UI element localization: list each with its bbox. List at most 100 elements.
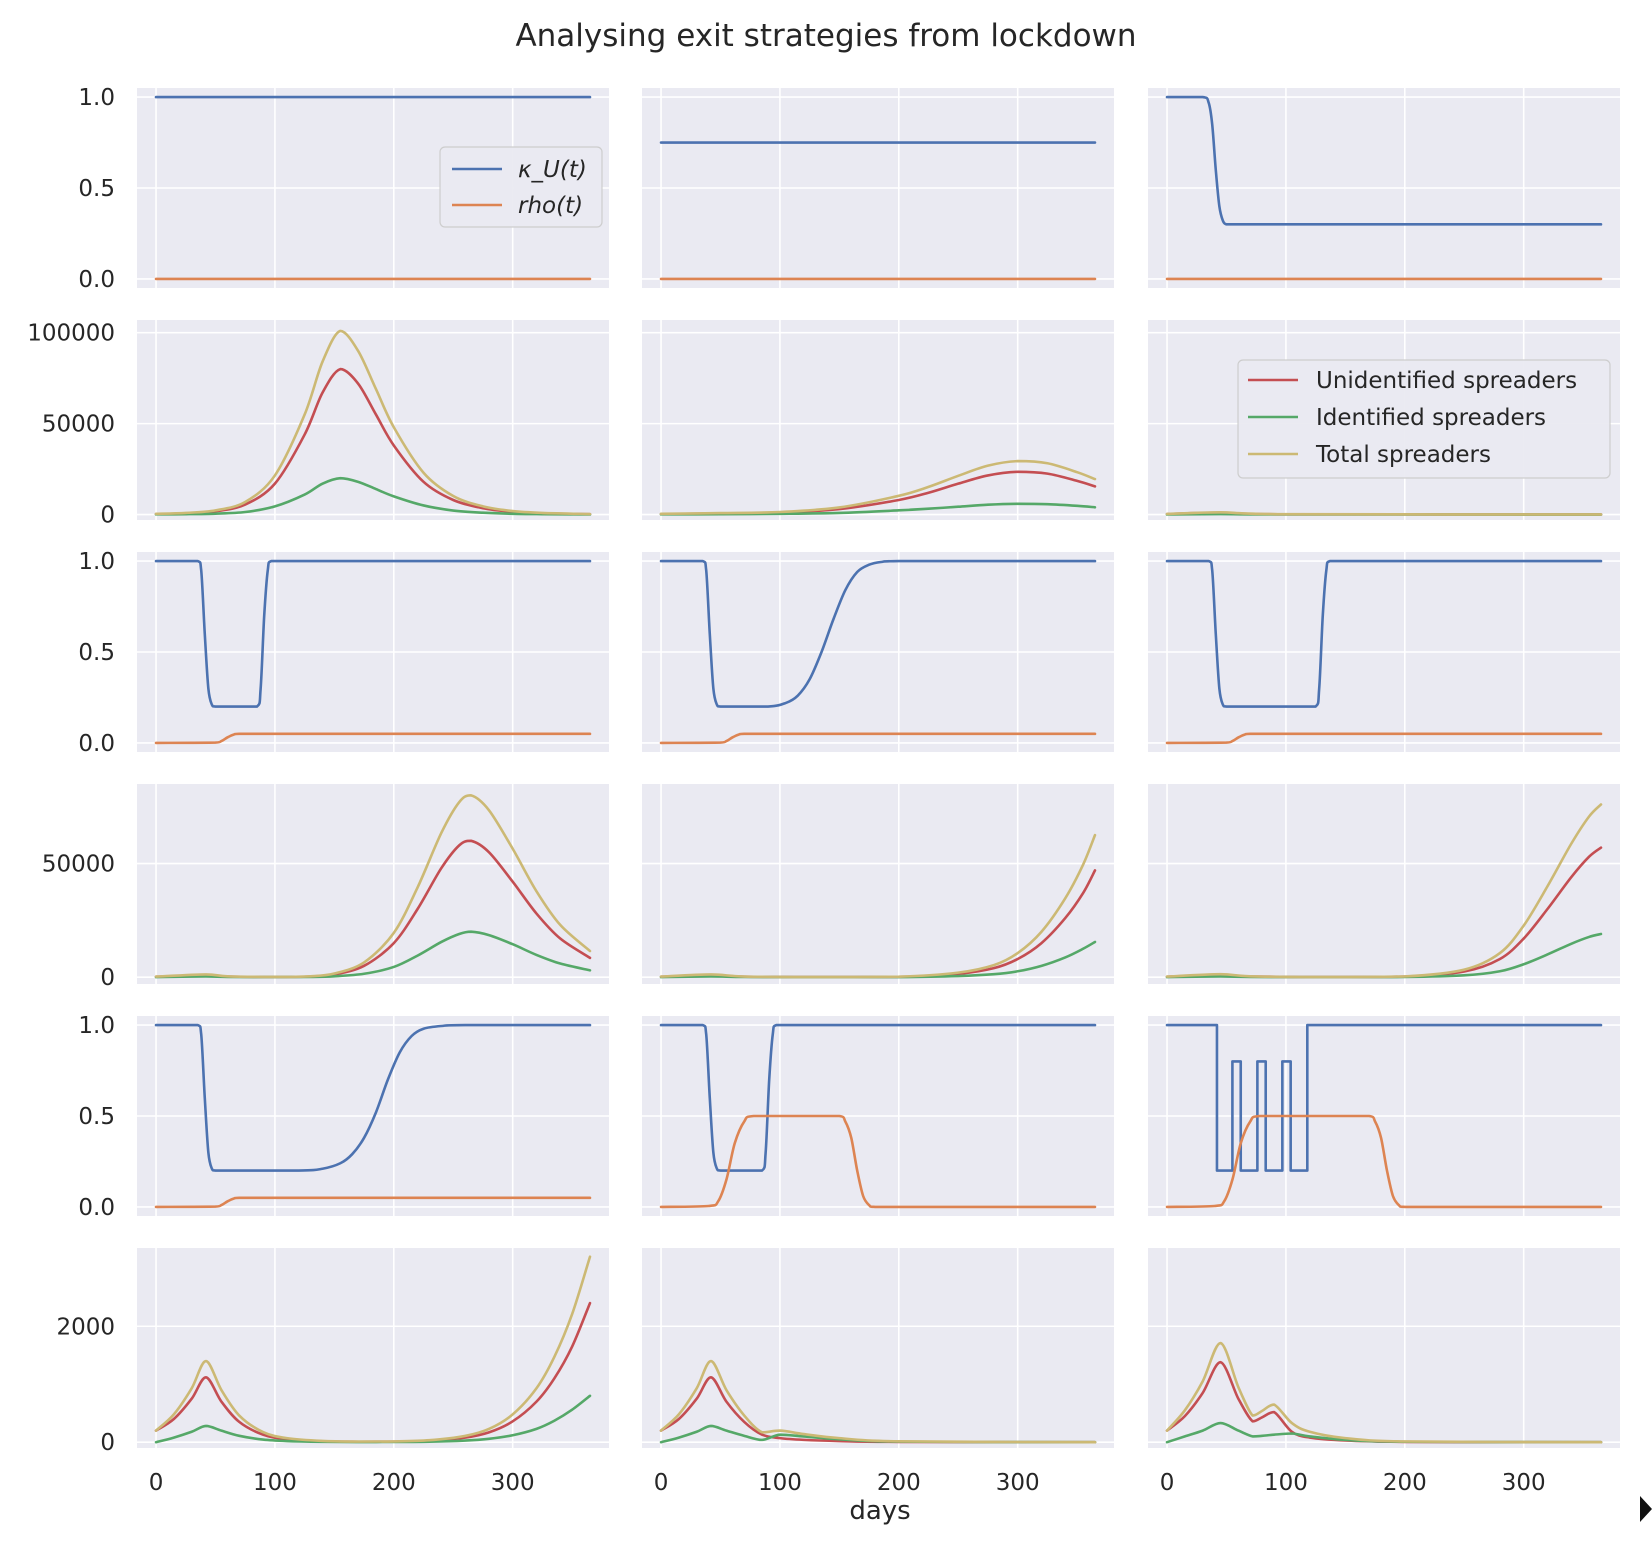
panel-background [137, 784, 609, 984]
series-line-kappa [1165, 559, 1603, 708]
x-tick-label: 300 [1502, 1470, 1546, 1496]
series-group [1165, 95, 1603, 281]
panel-r6-c2: 0 100 200 300 [642, 1248, 1114, 1496]
panel-background [137, 1248, 609, 1448]
series-group [1165, 559, 1603, 745]
legend-box [1237, 359, 1611, 479]
y-tick-label: 0.5 [78, 176, 115, 202]
x-tick-label: 300 [491, 1470, 535, 1496]
series-line-rho [154, 732, 592, 745]
series-line-rho [1165, 732, 1603, 745]
y-tick-label: 50000 [42, 852, 115, 878]
x-tick-label: 100 [1264, 1470, 1308, 1496]
legend-spreaders: Unidentified spreaders Identified spreade… [1237, 359, 1611, 479]
series-group [659, 833, 1097, 979]
x-axis-label: days [849, 1496, 911, 1526]
series-line-unidentified [154, 367, 592, 516]
panel-background [137, 320, 609, 520]
x-tick-label: 100 [253, 1470, 297, 1496]
x-tick-label: 0 [1160, 1470, 1175, 1496]
series-line-identified [154, 476, 592, 516]
y-tick-label: 1.0 [78, 85, 115, 111]
panel-r4-c2 [642, 784, 1114, 984]
series-group [154, 95, 592, 281]
series-group [154, 1255, 592, 1444]
x-tick-label: 200 [1383, 1470, 1427, 1496]
panel-r5-c2 [642, 1016, 1114, 1216]
series-group [659, 1023, 1097, 1209]
x-tick-label: 300 [996, 1470, 1040, 1496]
series-line-total [659, 1359, 1097, 1444]
series-line-kappa [659, 559, 1097, 708]
y-tick-label: 50000 [42, 412, 115, 438]
series-group [1165, 803, 1603, 979]
panel-r6-c3: 0 100 200 300 [1148, 1248, 1620, 1496]
series-line-total [154, 329, 592, 516]
panel-r2-c2 [642, 320, 1114, 520]
y-tick-label: 0.5 [78, 1104, 115, 1130]
y-tick-label: 0 [100, 965, 115, 991]
series-group [154, 794, 592, 979]
legend-label-identified: Identified spreaders [1316, 405, 1546, 431]
series-line-kappa [1165, 1023, 1603, 1172]
series-group [154, 559, 592, 745]
panel-r4-c3 [1148, 784, 1620, 984]
y-tick-label: 0.0 [78, 731, 115, 757]
legend-label-unidentified: Unidentified spreaders [1316, 368, 1577, 394]
series-group [154, 329, 592, 516]
panel-r1-c3 [1148, 88, 1620, 288]
series-line-kappa [1165, 95, 1603, 226]
series-line-rho [1165, 1114, 1603, 1209]
y-tick-label: 2000 [56, 1314, 115, 1340]
y-tick-label: 0.0 [78, 1195, 115, 1221]
y-tick-label: 100000 [27, 321, 115, 347]
panel-r6-c1: 0 2000 0 100 200 300 [56, 1248, 609, 1496]
y-tick-label: 0 [100, 503, 115, 529]
series-line-rho [154, 1196, 592, 1209]
y-tick-label: 0 [100, 1430, 115, 1456]
series-line-total [154, 794, 592, 979]
series-line-total [659, 459, 1097, 516]
series-line-kappa [659, 1023, 1097, 1172]
x-tick-label: 100 [758, 1470, 802, 1496]
panel-background [1148, 1248, 1620, 1448]
panel-background [642, 320, 1114, 520]
series-group [659, 141, 1097, 281]
mouse-cursor-icon [1640, 1496, 1652, 1522]
series-line-rho [659, 732, 1097, 745]
series-group [1165, 510, 1603, 516]
y-tick-label: 0.0 [78, 267, 115, 293]
series-line-rho [659, 1114, 1097, 1209]
x-tick-label: 0 [654, 1470, 669, 1496]
panel-r5-c1: 0.0 0.5 1.0 [78, 1013, 609, 1221]
y-tick-label: 1.0 [78, 549, 115, 575]
panel-r3-c1: 0.0 0.5 1.0 [78, 549, 609, 757]
panel-r3-c3 [1148, 552, 1620, 752]
series-line-total [1165, 1341, 1603, 1444]
panel-background [642, 1248, 1114, 1448]
legend-label-kappa: κ_U(t) [518, 157, 587, 183]
series-line-kappa [154, 559, 592, 708]
series-line-total [659, 833, 1097, 979]
series-group [659, 559, 1097, 745]
series-group [154, 1023, 592, 1209]
panel-r3-c2 [642, 552, 1114, 752]
series-line-identified [659, 502, 1097, 516]
series-group [1165, 1341, 1603, 1444]
panel-r5-c3 [1148, 1016, 1620, 1216]
legend-control: κ_U(t) rho(t) [439, 146, 603, 228]
legend-label-total: Total spreaders [1315, 442, 1491, 468]
legend-box [439, 146, 603, 228]
y-tick-label: 0.5 [78, 640, 115, 666]
series-group [659, 1359, 1097, 1444]
x-tick-label: 200 [372, 1470, 416, 1496]
series-line-total [1165, 803, 1603, 979]
series-line-total [154, 1255, 592, 1443]
series-line-total [1165, 510, 1603, 516]
legend-label-rho: rho(t) [518, 193, 583, 219]
panel-background [642, 784, 1114, 984]
x-tick-label: 0 [149, 1470, 164, 1496]
panel-r2-c1: 0 50000 100000 [27, 320, 609, 529]
